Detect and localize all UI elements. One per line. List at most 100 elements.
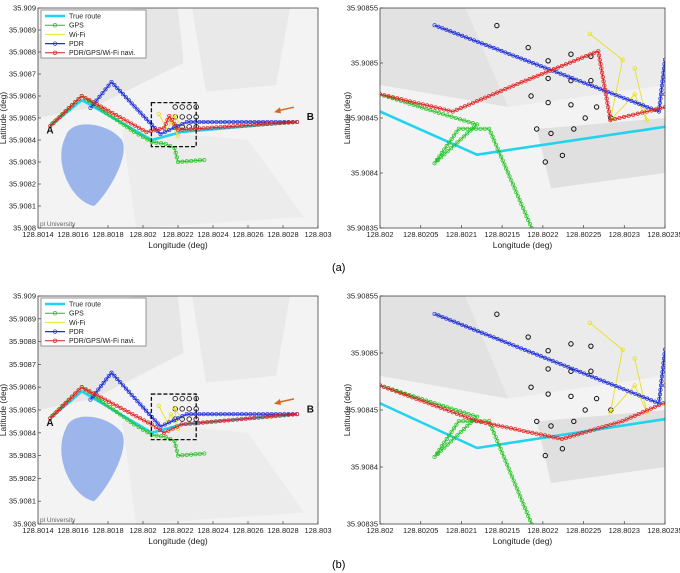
series-point bbox=[381, 384, 387, 389]
series-point bbox=[632, 356, 637, 361]
series-point bbox=[495, 146, 500, 151]
series-point bbox=[511, 83, 516, 88]
series-point bbox=[571, 433, 577, 438]
access-point-marker bbox=[568, 341, 574, 347]
series-point bbox=[217, 419, 223, 424]
series-point bbox=[96, 387, 101, 392]
series-point bbox=[107, 113, 112, 118]
series-point bbox=[79, 385, 84, 390]
series-point bbox=[669, 398, 672, 401]
series-point bbox=[462, 410, 467, 415]
series-point bbox=[386, 94, 391, 99]
series-point bbox=[461, 126, 466, 131]
series-point bbox=[273, 121, 278, 126]
y-axis-label: Latitude (deg) bbox=[342, 384, 352, 437]
series-line bbox=[434, 24, 665, 113]
series-point bbox=[503, 50, 508, 55]
series-point bbox=[539, 72, 544, 77]
series-point bbox=[517, 198, 522, 203]
series-point bbox=[132, 396, 137, 401]
series-point bbox=[596, 426, 601, 431]
series-point bbox=[136, 132, 141, 137]
series-point bbox=[63, 400, 69, 405]
series-point bbox=[57, 114, 62, 120]
series-point bbox=[635, 111, 640, 116]
series-point bbox=[152, 418, 157, 423]
series-point bbox=[449, 137, 454, 142]
series-point bbox=[432, 161, 437, 166]
series-point bbox=[153, 425, 158, 430]
series-point bbox=[519, 346, 524, 351]
series-point bbox=[112, 83, 117, 88]
series-point bbox=[197, 119, 202, 125]
series-point bbox=[260, 122, 266, 127]
series-point bbox=[114, 410, 119, 415]
series-point bbox=[587, 320, 593, 326]
x-tick-label: 128.8024 bbox=[197, 230, 228, 239]
series-point bbox=[59, 404, 64, 409]
series-point bbox=[175, 123, 181, 129]
series-point bbox=[454, 422, 459, 427]
series-point bbox=[193, 452, 198, 457]
series-point bbox=[193, 412, 198, 417]
series-point bbox=[445, 405, 450, 410]
series-point bbox=[399, 97, 404, 102]
series-point bbox=[448, 146, 453, 151]
series-point bbox=[589, 83, 595, 88]
series-point bbox=[458, 137, 463, 142]
series-point bbox=[632, 66, 637, 71]
series-point bbox=[54, 117, 59, 123]
series-point bbox=[231, 412, 236, 417]
series-point bbox=[97, 94, 102, 99]
series-point bbox=[106, 83, 111, 88]
series-point bbox=[434, 451, 440, 456]
series-point bbox=[507, 51, 512, 57]
series-point bbox=[563, 62, 569, 67]
series-point bbox=[115, 376, 120, 382]
series-point bbox=[460, 33, 465, 38]
series-point bbox=[454, 130, 459, 135]
series-point bbox=[555, 65, 560, 70]
series-point bbox=[188, 127, 193, 132]
x-tick-label: 128.8023 bbox=[609, 230, 640, 239]
series-point bbox=[534, 431, 539, 436]
access-point-marker bbox=[548, 423, 554, 429]
series-point bbox=[606, 105, 611, 110]
x-axis-label: Longitude (deg) bbox=[493, 536, 553, 546]
series-point bbox=[175, 416, 181, 421]
series-point bbox=[193, 119, 198, 125]
series-point bbox=[601, 79, 606, 84]
series-point bbox=[592, 50, 597, 55]
series-point bbox=[130, 412, 135, 417]
y-tick-label: 35.9084 bbox=[351, 169, 378, 178]
series-point bbox=[500, 158, 505, 163]
legend-entry: PDR bbox=[69, 41, 84, 48]
x-tick-label: 128.8014 bbox=[22, 230, 53, 239]
series-point bbox=[582, 80, 587, 85]
series-point bbox=[526, 218, 531, 223]
series-point bbox=[161, 430, 167, 435]
series-point bbox=[121, 414, 126, 420]
series-point bbox=[587, 31, 593, 37]
x-tick-label: 128.803 bbox=[304, 526, 331, 535]
series-line bbox=[49, 95, 298, 133]
series-point bbox=[593, 85, 599, 90]
series-point bbox=[380, 92, 383, 97]
series-point bbox=[593, 376, 599, 381]
access-point-marker bbox=[571, 126, 577, 132]
series-point bbox=[390, 95, 395, 100]
series-point bbox=[128, 127, 133, 132]
series-point bbox=[515, 344, 520, 349]
series-point bbox=[175, 424, 180, 429]
series-point bbox=[416, 101, 421, 106]
series-point bbox=[580, 431, 585, 436]
series-point bbox=[529, 225, 534, 228]
series-point bbox=[104, 402, 109, 407]
series-point bbox=[582, 371, 587, 376]
series-point bbox=[616, 420, 621, 425]
series-point bbox=[113, 113, 119, 118]
label-start: A bbox=[46, 125, 53, 136]
series-point bbox=[444, 27, 449, 32]
series-point bbox=[588, 52, 593, 57]
series-point bbox=[448, 29, 453, 34]
